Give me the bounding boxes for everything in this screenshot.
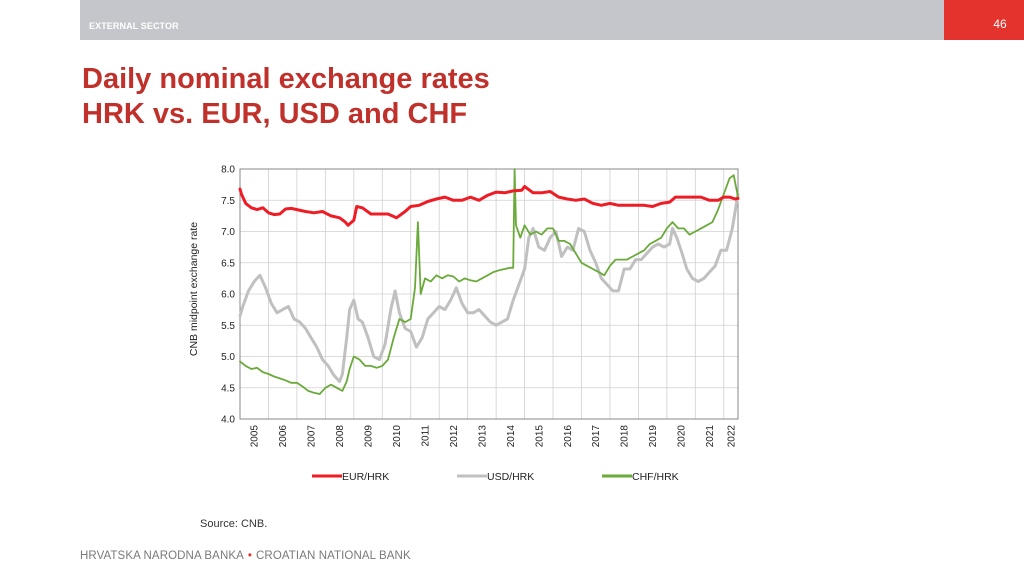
x-tick-label: 2019 (648, 425, 659, 448)
page-number: 46 (993, 17, 1007, 31)
title-line-2: HRK vs. EUR, USD and CHF (82, 98, 468, 130)
x-tick-label: 2009 (364, 425, 375, 448)
plot-area-frame (239, 168, 739, 420)
series-line-usd-hrk (238, 192, 740, 383)
y-tick-label: 7.0 (221, 227, 235, 238)
x-tick-label: 2011 (420, 425, 431, 447)
y-tick-label: 6.5 (221, 258, 235, 269)
footer-bank-name-hr: HRVATSKA NARODNA BANKA (80, 550, 244, 562)
x-tick-label: 2008 (335, 425, 346, 448)
page-number-box (944, 0, 1024, 40)
y-tick-label: 5.0 (221, 352, 235, 363)
x-tick-label: 2021 (705, 425, 716, 448)
x-tick-label: 2010 (392, 425, 403, 448)
x-tick-label: 2005 (250, 425, 261, 448)
header-bar (80, 0, 944, 40)
x-tick-label: 2007 (307, 425, 318, 448)
x-tick-label: 2018 (620, 425, 631, 448)
x-tick-label: 2012 (449, 425, 460, 448)
page-title: Daily nominal exchange rates HRK vs. EUR… (82, 62, 490, 132)
legend-label-usd-hrk: USD/HRK (487, 471, 534, 483)
source-note: Source: CNB. (200, 518, 268, 530)
y-tick-label: 8.0 (221, 165, 235, 176)
x-tick-label: 2006 (278, 425, 289, 448)
legend-label-chf-hrk: CHF/HRK (632, 471, 679, 483)
y-tick-label: 6.0 (221, 290, 235, 301)
y-axis-label: CNB midpoint exchange rate (188, 222, 200, 356)
title-line-1: Daily nominal exchange rates (82, 63, 490, 95)
y-tick-label: 7.5 (221, 196, 235, 207)
footer-separator: • (247, 550, 253, 562)
x-tick-label: 2017 (591, 425, 602, 448)
y-tick-label: 4.5 (221, 383, 235, 394)
x-tick-label: 2014 (506, 425, 517, 448)
x-tick-label: 2022 (726, 425, 737, 448)
y-tick-label: 4.0 (221, 415, 235, 426)
x-tick-label: 2013 (477, 425, 488, 448)
legend-label-eur-hrk: EUR/HRK (342, 471, 389, 483)
exchange-rate-chart: 4.0 4.5 5.0 5.5 6.0 6.5 7.0 7.5 8.0 2005 2006 2007 2… (188, 165, 740, 483)
footer-logo-text: HRVATSKA NARODNA BANKA • CROATIAN NATIONAL… (80, 550, 411, 562)
x-tick-label: 2016 (563, 425, 574, 448)
x-tick-label: 2020 (677, 425, 688, 448)
series-line-eur-hrk (238, 185, 740, 227)
section-label: EXTERNAL SECTOR (89, 21, 179, 31)
x-tick-label: 2015 (534, 425, 545, 448)
series-line-chf-hrk (239, 168, 739, 395)
footer-bank-name-en: CROATIAN NATIONAL BANK (256, 550, 411, 562)
y-tick-label: 5.5 (221, 321, 235, 332)
